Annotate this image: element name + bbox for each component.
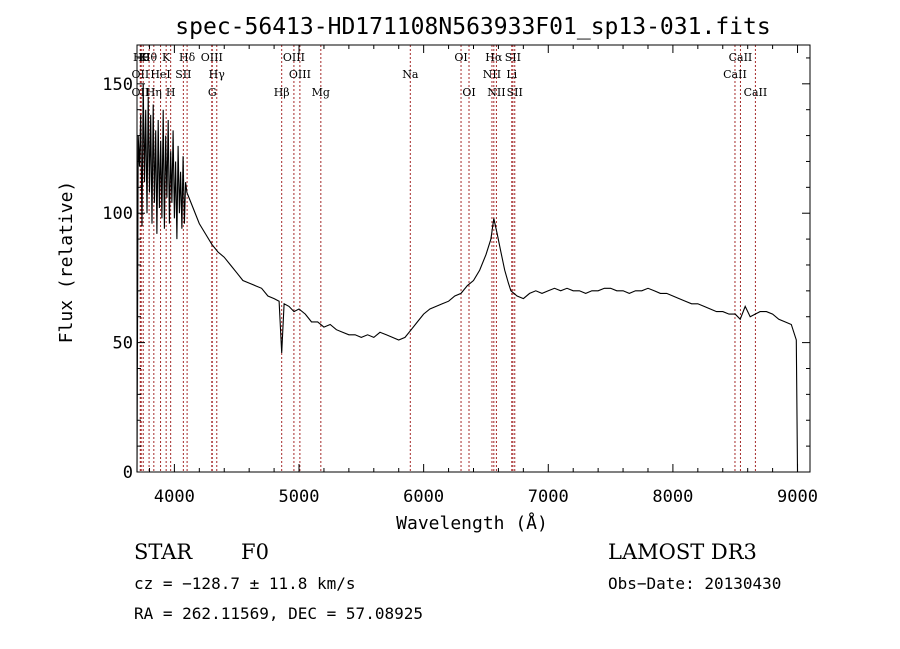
- x-axis-label: Wavelength (Å): [396, 512, 548, 534]
- line-label-21: Hη: [146, 86, 162, 99]
- object-subclass: F0: [241, 540, 269, 564]
- x-tick-label-1: 5000: [279, 487, 320, 507]
- spectral-line-markers: [139, 45, 756, 472]
- line-label-12: HeI: [150, 68, 170, 81]
- line-label-9: SII: [505, 51, 521, 64]
- line-label-25: Mg: [312, 86, 330, 99]
- object-class: STAR: [134, 540, 193, 564]
- x-tick-label-2: 6000: [403, 487, 444, 507]
- y-tick-label-3: 150: [102, 75, 133, 95]
- x-tick-label-0: 4000: [154, 487, 195, 507]
- line-label-10: CaII: [729, 51, 753, 64]
- line-label-19: CaII: [723, 68, 747, 81]
- line-label-22: H: [166, 86, 176, 99]
- chart-title: spec-56413-HD171108N563933F01_sp13-031.f…: [175, 14, 770, 40]
- survey-name: LAMOST DR3: [608, 540, 757, 564]
- line-label-14: Hγ: [209, 68, 226, 81]
- coordinates: RA = 262.11569, DEC = 57.08925: [134, 604, 423, 623]
- line-label-17: NII: [483, 68, 501, 81]
- spectrum-chart: spec-56413-HD171108N563933F01_sp13-031.f…: [56, 14, 818, 534]
- line-label-28: SII: [507, 86, 523, 99]
- x-axis-ticks: 4000 5000 6000 7000 8000 9000: [148, 45, 818, 507]
- observation-date: Obs−Date: 20130430: [608, 574, 782, 593]
- line-label-16: Na: [402, 68, 419, 81]
- line-label-24: Hβ: [274, 86, 290, 99]
- y-tick-label-0: 0: [123, 463, 133, 483]
- x-tick-label-4: 8000: [652, 487, 693, 507]
- line-label-3: K: [162, 51, 171, 64]
- y-tick-label-1: 50: [113, 334, 133, 354]
- line-label-1: K: [139, 51, 148, 64]
- line-label-26: OI: [462, 86, 475, 99]
- line-label-2: Hθ: [141, 51, 158, 64]
- x-tick-label-3: 7000: [528, 487, 569, 507]
- line-label-23: G: [208, 86, 217, 99]
- y-tick-label-2: 100: [102, 204, 133, 224]
- line-label-18: Li: [506, 68, 517, 81]
- y-axis-ticks: 0 50 100 150: [102, 57, 810, 483]
- line-label-4: Hδ: [179, 51, 196, 64]
- radial-velocity: cz = −128.7 ± 11.8 km/s: [134, 574, 356, 593]
- line-label-15: OIII: [289, 68, 311, 81]
- line-label-20: OII: [132, 86, 150, 99]
- spectrum-series: [136, 83, 799, 473]
- line-label-6: OIII: [283, 51, 305, 64]
- line-label-7: OI: [454, 51, 467, 64]
- x-tick-label-5: 9000: [777, 487, 818, 507]
- plot-frame: [136, 44, 811, 473]
- line-label-27: NII: [487, 86, 505, 99]
- line-label-8: Hα: [485, 51, 503, 64]
- line-label-13: SII: [175, 68, 191, 81]
- line-label-5: OIII: [201, 51, 223, 64]
- y-axis-label: Flux (relative): [56, 181, 77, 344]
- line-label-29: CaII: [744, 86, 768, 99]
- line-label-11: OII: [132, 68, 150, 81]
